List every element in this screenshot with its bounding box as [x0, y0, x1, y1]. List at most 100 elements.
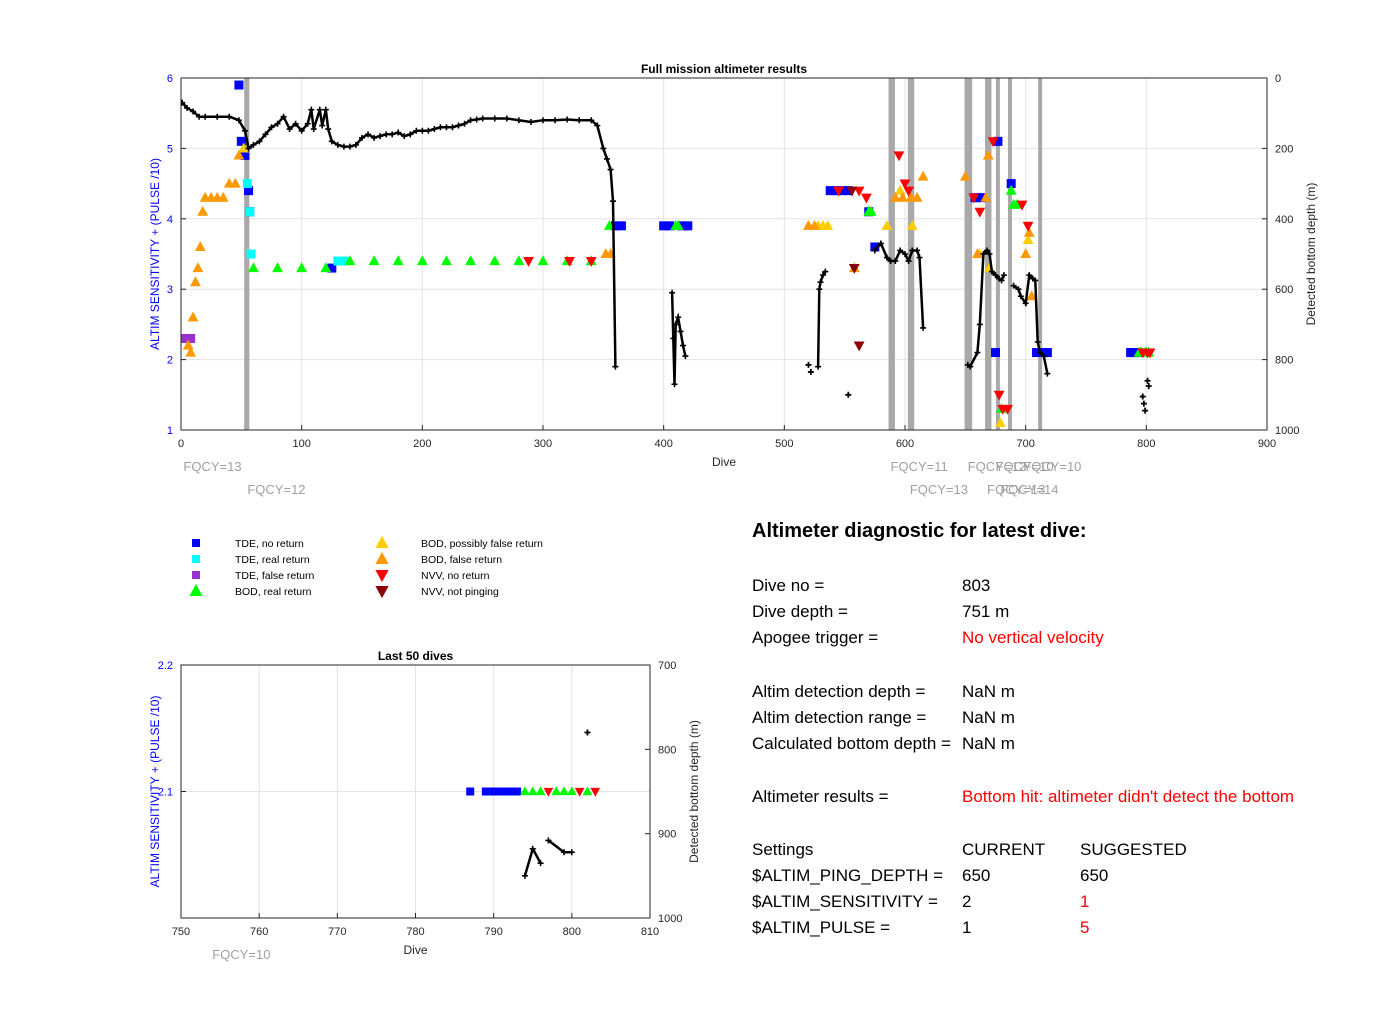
main-chart-point-bod-possibly-false-return	[822, 219, 834, 230]
main-chart-depth-marker	[540, 117, 546, 124]
main-chart-depth-marker	[877, 240, 884, 247]
detect-range-label: Altim detection range =	[752, 708, 927, 727]
main-chart-depth-marker	[1142, 407, 1149, 414]
main-chart-point-bod-real-return	[248, 262, 259, 273]
main-chart-depth-marker	[340, 143, 347, 150]
main-chart-point-bod-real-return	[537, 255, 549, 266]
main-chart-point-nvv-no-return	[523, 256, 534, 267]
apogee-value: No vertical velocity	[962, 628, 1104, 647]
main-chart-point-tde-no-return	[1042, 348, 1052, 358]
main-chart-depth-marker	[395, 129, 402, 136]
main-chart-point-tde-no-return	[677, 221, 687, 231]
main-chart-point-tde-real-return	[242, 179, 252, 189]
main-chart-depth-marker	[310, 126, 317, 133]
main-chart-point-bod-false-return	[972, 248, 983, 259]
last50-chart-fqcy-label: FQCY=10	[212, 947, 270, 962]
main-chart-point-bod-real-return	[296, 262, 308, 273]
main-chart-point-bod-real-return	[603, 219, 615, 230]
main-chart-title: Full mission altimeter results	[641, 62, 807, 76]
dive-no-label: Dive no =	[752, 576, 825, 595]
main-chart-depth-marker	[914, 247, 921, 254]
main-chart-point-bod-false-return	[194, 241, 206, 252]
main-chart-depth-marker	[897, 247, 904, 254]
main-chart-depth-marker	[371, 134, 378, 141]
last50-chart-point-tde-no-return	[489, 787, 498, 796]
main-chart-depth-marker	[334, 141, 341, 148]
pulse-suggested: 5	[1080, 918, 1090, 937]
last50-chart-x-tick-label: 810	[641, 926, 659, 938]
main-chart-depth-marker	[473, 116, 480, 123]
main-chart-point-bod-possibly-false-return	[1022, 234, 1034, 244]
detect-range-value: NaN m	[962, 708, 1015, 727]
legend-marker	[192, 555, 200, 563]
main-chart-depth-marker	[1037, 349, 1044, 356]
main-chart-depth-marker	[670, 335, 677, 342]
legend-marker	[375, 570, 389, 583]
main-chart-x-tick-label: 900	[1258, 438, 1276, 450]
main-chart-point-nvv-not-pinging	[846, 186, 858, 197]
main-chart-depth-marker	[883, 254, 890, 261]
main-chart-depth-marker	[672, 321, 679, 328]
main-chart-depth-marker	[407, 131, 414, 138]
main-chart-depth-marker	[669, 289, 676, 296]
main-chart-depth-marker	[822, 268, 829, 275]
last50-chart-point-nvv-no-return	[574, 787, 585, 797]
main-chart-point-nvv-no-return	[853, 186, 865, 197]
dive-no-value: 803	[962, 576, 991, 595]
main-chart-depth-marker	[576, 117, 583, 124]
main-chart-point-nvv-no-return	[968, 193, 980, 204]
main-chart-point-bod-real-return	[865, 205, 877, 216]
main-chart-y-right-tick-label: 0	[1275, 73, 1281, 85]
main-chart-depth-marker	[184, 104, 191, 111]
legend-label: TDE, real return	[235, 554, 310, 566]
main-chart-point-nvv-no-return	[1022, 221, 1034, 232]
main-chart-depth-marker	[1145, 383, 1152, 389]
last50-chart-point-bod-real-return	[559, 786, 569, 796]
main-chart-point-nvv-no-return	[564, 256, 575, 267]
main-chart-y-label: ALTIM SENSITIVITY + (PULSE /10)	[148, 158, 162, 350]
main-chart-point-tde-no-return	[843, 186, 853, 196]
main-chart-point-tde-no-return	[991, 348, 1000, 358]
main-chart-depth-marker	[675, 314, 682, 321]
dive-depth-label: Dive depth =	[752, 602, 848, 621]
main-chart-depth-marker	[250, 141, 257, 148]
main-chart-plot-area	[181, 78, 1267, 430]
main-chart-fqcy-label: FQCY=12	[968, 459, 1026, 474]
last50-chart-point-bod-real-return	[582, 786, 593, 796]
main-chart-point-tde-false-return	[186, 333, 196, 343]
main-chart-point-nvv-not-pinging	[848, 264, 860, 274]
last50-chart-point-nvv-no-return	[543, 787, 554, 797]
main-chart-point-tde-no-return	[659, 221, 669, 231]
main-chart-point-tde-no-return	[976, 193, 986, 203]
main-chart-point-bod-false-return	[889, 191, 901, 202]
main-chart-point-bod-false-return	[190, 276, 201, 287]
main-chart-depth-marker	[455, 122, 462, 129]
main-chart-group: 0 100 200 300 400 500 600 700 800 900 1 2 3 4 5 6 0 200 40…	[148, 62, 1318, 497]
main-chart-depth-marker	[383, 131, 390, 138]
main-chart-depth-marker	[1015, 286, 1022, 293]
main-chart-point-tde-no-return	[665, 221, 675, 231]
last50-chart-x-tick-label: 750	[172, 926, 190, 938]
main-chart-point-bod-false-return	[1026, 290, 1038, 301]
main-chart-depth-marker	[805, 361, 812, 368]
main-chart-point-tde-no-return	[1032, 348, 1042, 358]
main-chart-depth-marker	[425, 127, 432, 134]
last50-chart-point-tde-no-return	[481, 787, 490, 796]
main-chart-y-right-tick-label: 800	[1275, 355, 1293, 367]
main-chart-depth-marker	[461, 120, 468, 127]
last50-chart-y-right-tick-label: 900	[658, 829, 676, 841]
main-chart-point-bod-false-return	[980, 191, 992, 202]
main-chart-depth-marker	[984, 247, 991, 254]
main-chart-depth-marker	[819, 272, 826, 279]
main-chart-depth-marker	[677, 328, 684, 335]
last50-chart-y-tick-label: 2.1	[158, 787, 173, 799]
main-chart-y-right-label: Detected bottom depth (m)	[1304, 183, 1318, 326]
calc-depth-value: NaN m	[962, 734, 1015, 753]
last50-chart-title: Last 50 dives	[378, 649, 454, 663]
main-chart-depth-marker	[607, 166, 614, 173]
main-chart-depth-marker	[256, 138, 263, 145]
main-chart-depth-marker	[594, 122, 601, 129]
main-chart-point-bod-real-return	[1005, 184, 1017, 195]
diagnostic-title: Altimeter diagnostic for latest dive:	[752, 520, 1087, 542]
main-chart-point-tde-no-return	[993, 136, 1003, 146]
